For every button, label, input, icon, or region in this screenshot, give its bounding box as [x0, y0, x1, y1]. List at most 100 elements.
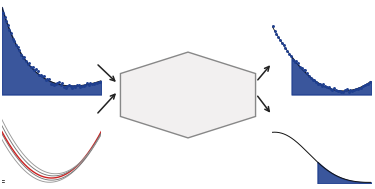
Point	[331, 87, 337, 90]
Point	[309, 79, 315, 82]
Point	[16, 48, 22, 51]
Point	[297, 66, 303, 69]
Point	[272, 29, 278, 32]
Point	[86, 84, 92, 87]
Point	[72, 86, 78, 89]
Point	[11, 40, 17, 43]
Point	[61, 85, 67, 88]
Point	[34, 70, 40, 73]
Point	[87, 82, 93, 85]
Point	[295, 62, 301, 65]
Point	[46, 78, 52, 81]
Point	[351, 88, 357, 91]
Point	[48, 82, 54, 85]
Point	[96, 81, 102, 84]
Point	[3, 19, 9, 22]
Point	[25, 63, 31, 66]
Point	[71, 84, 77, 88]
Point	[66, 84, 72, 87]
Point	[41, 75, 47, 78]
Point	[56, 81, 62, 84]
Point	[346, 90, 352, 93]
Point	[291, 60, 297, 63]
Point	[76, 84, 82, 87]
Point	[0, 11, 6, 14]
Point	[6, 29, 12, 32]
Point	[366, 82, 372, 85]
Point	[337, 89, 343, 92]
Point	[78, 85, 84, 88]
Point	[293, 60, 299, 63]
Point	[13, 43, 19, 46]
Point	[94, 82, 100, 85]
Point	[282, 46, 288, 49]
Point	[299, 67, 305, 70]
Point	[79, 84, 85, 88]
Point	[317, 83, 323, 86]
Point	[308, 77, 314, 80]
Point	[36, 74, 42, 77]
Point	[38, 73, 44, 76]
Point	[328, 87, 334, 90]
Point	[26, 62, 32, 65]
Point	[74, 83, 80, 86]
Point	[311, 78, 317, 81]
Point	[18, 53, 24, 57]
Point	[28, 65, 34, 68]
Point	[84, 82, 90, 85]
Point	[344, 88, 350, 91]
Point	[318, 84, 324, 87]
Point	[92, 81, 98, 84]
Point	[20, 57, 26, 60]
Point	[270, 24, 276, 27]
Point	[273, 33, 279, 36]
Point	[304, 72, 310, 75]
Point	[338, 90, 344, 93]
Point	[53, 82, 59, 85]
Point	[23, 59, 29, 62]
Point	[10, 37, 16, 40]
Point	[51, 84, 57, 87]
Point	[277, 38, 283, 41]
Point	[39, 75, 45, 78]
Point	[43, 79, 49, 82]
Point	[342, 88, 348, 91]
Point	[63, 86, 69, 89]
Point	[15, 46, 21, 49]
Point	[315, 82, 321, 85]
Point	[8, 32, 14, 35]
Point	[81, 85, 87, 88]
Point	[286, 52, 292, 55]
Point	[59, 81, 65, 84]
Point	[89, 83, 95, 86]
Point	[329, 89, 335, 92]
Point	[364, 83, 370, 86]
Point	[290, 59, 296, 62]
Polygon shape	[120, 52, 255, 138]
Point	[358, 86, 364, 89]
Point	[288, 55, 294, 58]
Point	[284, 50, 290, 53]
Point	[320, 83, 326, 86]
Point	[31, 69, 37, 72]
Point	[44, 78, 50, 81]
Point	[69, 87, 75, 90]
Point	[97, 81, 103, 84]
Point	[30, 66, 36, 69]
Point	[340, 91, 346, 94]
Point	[360, 84, 366, 87]
Point	[5, 24, 11, 27]
Point	[2, 15, 8, 18]
Point	[362, 84, 368, 87]
Point	[21, 56, 27, 59]
Point	[281, 43, 287, 46]
Point	[306, 74, 312, 77]
Point	[326, 85, 332, 88]
Point	[353, 88, 359, 91]
Point	[313, 81, 319, 84]
Point	[279, 41, 285, 44]
Point	[302, 68, 308, 71]
Point	[322, 84, 328, 87]
Point	[64, 84, 70, 87]
Point	[91, 82, 97, 85]
